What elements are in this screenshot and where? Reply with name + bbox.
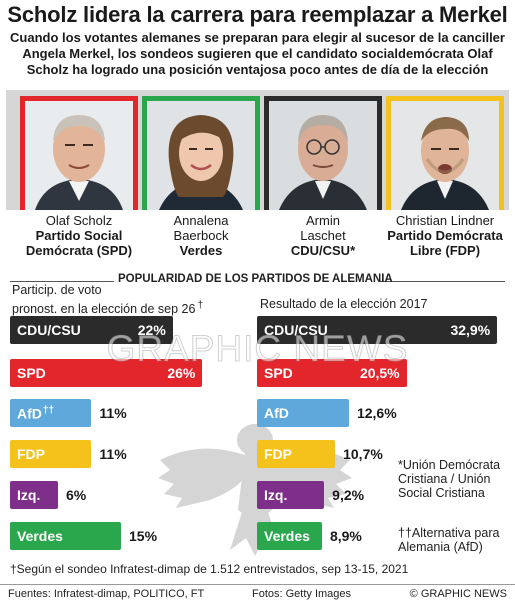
poll-value-label: 11% bbox=[99, 446, 127, 462]
election-category-label: CDU/CSU bbox=[264, 322, 328, 338]
poll-bar-spd: SPD 26% bbox=[10, 359, 203, 387]
caption-lindner: Christian Lindner Partido Demócrata Libr… bbox=[387, 213, 503, 258]
chart-title-rule-left bbox=[10, 281, 114, 282]
page-subtitle: Cuando los votantes alemanes se preparan… bbox=[10, 30, 505, 77]
election-bar-cducsu: CDU/CSU 32,9% bbox=[257, 316, 498, 344]
election-bar-izq: Izq. bbox=[257, 481, 325, 509]
poll-footnote: †Según el sondeo Infratest-dimap de 1.51… bbox=[10, 562, 409, 576]
poll-category-label: CDU/CSU bbox=[17, 322, 81, 338]
portrait-lindner bbox=[386, 96, 504, 210]
portrait-laschet bbox=[264, 96, 382, 210]
poll-value-label: 11% bbox=[99, 405, 127, 421]
election-value-label: 32,9% bbox=[450, 322, 491, 338]
election-value-label: 20,5% bbox=[359, 365, 400, 381]
election-category-label: Izq. bbox=[264, 487, 288, 503]
poll-category-label: AfD†† bbox=[17, 405, 55, 422]
poll-bar-verdes: Verdes bbox=[10, 522, 121, 550]
caption-baerbock: Annalena Baerbock Verdes bbox=[173, 213, 229, 258]
poll-value-label: 15% bbox=[129, 528, 158, 544]
election-bar-verdes: Verdes bbox=[257, 522, 322, 550]
scholz-photo bbox=[25, 101, 133, 210]
election-bar-spd: SPD 20,5% bbox=[257, 359, 407, 387]
lindner-photo bbox=[391, 101, 499, 210]
page-title: Scholz lidera la carrera para reemplazar… bbox=[7, 2, 508, 27]
election-category-label: SPD bbox=[264, 365, 293, 381]
chart-title-rule-right bbox=[380, 281, 505, 282]
poll-category-mark: †† bbox=[42, 405, 55, 416]
poll-bar-fdp: FDP bbox=[10, 440, 92, 468]
cdu-footnote: *Unión Demócrata Cristiana / Unión Socia… bbox=[398, 458, 501, 500]
portrait-baerbock bbox=[142, 96, 260, 210]
election-value-label: 8,9% bbox=[329, 528, 362, 544]
poll-category-label: Verdes bbox=[17, 528, 63, 544]
poll-category-label: Izq. bbox=[17, 487, 41, 503]
footer-credit: © GRAPHIC NEWS bbox=[409, 588, 507, 600]
caption-laschet: Armin Laschet CDU/CSU* bbox=[290, 213, 356, 258]
chart-title: POPULARIDAD DE LOS PARTIDOS DE ALEMANIA bbox=[118, 273, 393, 285]
poll-value-label: 22% bbox=[137, 322, 166, 338]
poll-bar-izq: Izq. bbox=[10, 481, 58, 509]
election-value-label: 9,2% bbox=[332, 487, 365, 503]
poll-category-label: SPD bbox=[17, 365, 46, 381]
footer: Fuentes: Infratest-dimap, POLITICO, FT F… bbox=[0, 584, 515, 603]
baerbock-photo bbox=[147, 101, 255, 210]
poll-value-label: 26% bbox=[167, 365, 196, 381]
election-value-label: 10,7% bbox=[343, 446, 383, 462]
poll-category-label: FDP bbox=[17, 446, 45, 462]
laschet-photo bbox=[269, 101, 377, 210]
election-category-label: AfD bbox=[264, 405, 289, 421]
portrait-scholz bbox=[20, 96, 138, 210]
caption-scholz: Olaf Scholz Partido Social Demócrata (SP… bbox=[25, 213, 133, 258]
poll-value-label: 6% bbox=[66, 487, 87, 503]
election-bar-fdp: FDP bbox=[257, 440, 336, 468]
footer-photos: Fotos: Getty Images bbox=[252, 588, 352, 600]
poll-bar-afd: AfD†† bbox=[10, 399, 92, 427]
election-value-label: 12,6% bbox=[356, 405, 397, 421]
election-category-label: FDP bbox=[264, 446, 292, 462]
poll-bar-cducsu: CDU/CSU 22% bbox=[10, 316, 173, 344]
election-category-label: Verdes bbox=[264, 528, 310, 544]
afd-footnote: ††Alternativa para Alemania (AfD) bbox=[398, 526, 500, 554]
election-column-label: Resultado de la elección 2017 bbox=[260, 297, 428, 311]
election-bar-afd: AfD bbox=[257, 399, 349, 427]
poll-column-label: Particip. de voto pronost. en la elecció… bbox=[12, 283, 204, 317]
footer-sources: Fuentes: Infratest-dimap, POLITICO, FT bbox=[8, 588, 205, 600]
